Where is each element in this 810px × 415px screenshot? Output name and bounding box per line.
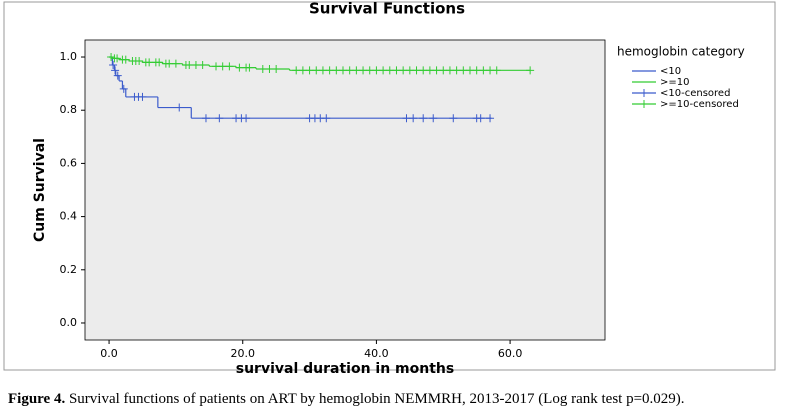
censor-mark xyxy=(121,55,130,64)
censor-mark xyxy=(465,66,474,75)
censor-mark xyxy=(113,71,122,80)
censor-mark xyxy=(476,114,485,123)
censor-mark xyxy=(332,66,341,75)
censor-mark xyxy=(318,66,327,75)
censor-mark xyxy=(486,114,495,123)
censor-mark xyxy=(352,66,361,75)
censor-mark xyxy=(298,66,307,75)
censor-mark xyxy=(242,114,251,123)
x-tick-label: 60.0 xyxy=(498,347,523,360)
censor-mark xyxy=(119,84,128,93)
censor-mark xyxy=(175,103,184,112)
legend-label: <10-censored xyxy=(660,88,730,99)
censor-mark xyxy=(322,114,331,123)
censor-mark xyxy=(359,66,368,75)
censor-mark xyxy=(472,66,481,75)
censor-mark xyxy=(439,66,448,75)
legend-label: >=10-censored xyxy=(660,99,739,110)
censor-mark xyxy=(429,114,438,123)
censor-mark xyxy=(212,62,221,71)
censor-mark xyxy=(165,59,174,68)
censor-mark xyxy=(292,66,301,75)
censor-mark xyxy=(445,66,454,75)
censor-mark xyxy=(372,66,381,75)
y-tick-label: 1.0 xyxy=(60,50,78,63)
censor-mark xyxy=(345,66,354,75)
caption-text: Survival functions of patients on ART by… xyxy=(65,391,684,407)
censor-mark xyxy=(218,62,227,71)
censor-mark xyxy=(215,114,224,123)
y-tick-label: 0.2 xyxy=(60,263,78,276)
censor-mark xyxy=(135,57,144,66)
censor-mark xyxy=(338,66,347,75)
y-axis-label: Cum Survival xyxy=(32,138,48,242)
censor-mark xyxy=(265,64,274,73)
legend-label: <10 xyxy=(660,66,681,77)
censor-mark xyxy=(185,61,194,69)
censor-mark xyxy=(402,114,411,123)
censor-mark xyxy=(399,66,408,75)
censor-mark xyxy=(365,66,374,75)
censor-mark xyxy=(109,61,118,69)
censor-mark xyxy=(432,66,441,75)
censor-mark xyxy=(171,59,180,68)
censor-mark xyxy=(526,66,535,75)
censor-mark xyxy=(312,66,321,75)
censor-mark xyxy=(452,66,461,75)
censor-mark xyxy=(479,66,488,75)
censor-mark xyxy=(272,64,281,73)
chart-title: Survival Functions xyxy=(309,0,465,18)
censor-mark xyxy=(138,92,147,101)
y-tick-label: 0.0 xyxy=(60,316,78,329)
censor-mark xyxy=(325,66,334,75)
censor-mark xyxy=(258,64,267,73)
y-tick-label: 0.8 xyxy=(60,103,78,116)
censor-mark xyxy=(425,66,434,75)
censor-mark xyxy=(198,61,207,69)
censor-mark xyxy=(145,58,154,67)
caption-label: Figure 4. xyxy=(8,391,65,407)
censor-mark xyxy=(245,63,254,72)
x-axis-label: survival duration in months xyxy=(236,361,454,377)
censor-mark xyxy=(449,114,458,123)
x-tick-label: 20.0 xyxy=(230,347,255,360)
y-tick-label: 0.6 xyxy=(60,156,78,169)
censor-mark xyxy=(201,114,210,123)
caption: Figure 4. Survival functions of patients… xyxy=(8,391,685,407)
x-tick-label: 0.0 xyxy=(100,347,118,360)
y-tick-label: 0.4 xyxy=(60,210,78,223)
censor-mark xyxy=(392,66,401,75)
censor-mark xyxy=(492,66,501,75)
censor-mark xyxy=(379,66,388,75)
legend-marker xyxy=(640,100,648,108)
censor-mark xyxy=(459,66,468,75)
censor-mark xyxy=(225,62,234,71)
censor-mark xyxy=(385,66,394,75)
censor-mark xyxy=(305,66,314,75)
censor-mark xyxy=(409,114,418,123)
legend-marker xyxy=(640,89,648,97)
censor-mark xyxy=(412,66,421,75)
censor-mark xyxy=(235,63,244,72)
legend-title: hemoglobin category xyxy=(617,45,745,59)
censor-mark xyxy=(405,66,414,75)
plot-area xyxy=(84,39,606,341)
censor-mark xyxy=(419,66,428,75)
censor-mark xyxy=(486,66,495,75)
x-tick-label: 40.0 xyxy=(364,347,389,360)
censor-mark xyxy=(113,54,122,63)
censor-mark xyxy=(111,66,120,75)
censor-mark xyxy=(107,53,116,62)
censor-mark xyxy=(419,114,428,123)
censor-mark xyxy=(155,58,164,67)
censor-mark xyxy=(191,61,200,69)
legend-label: >=10 xyxy=(660,77,689,88)
